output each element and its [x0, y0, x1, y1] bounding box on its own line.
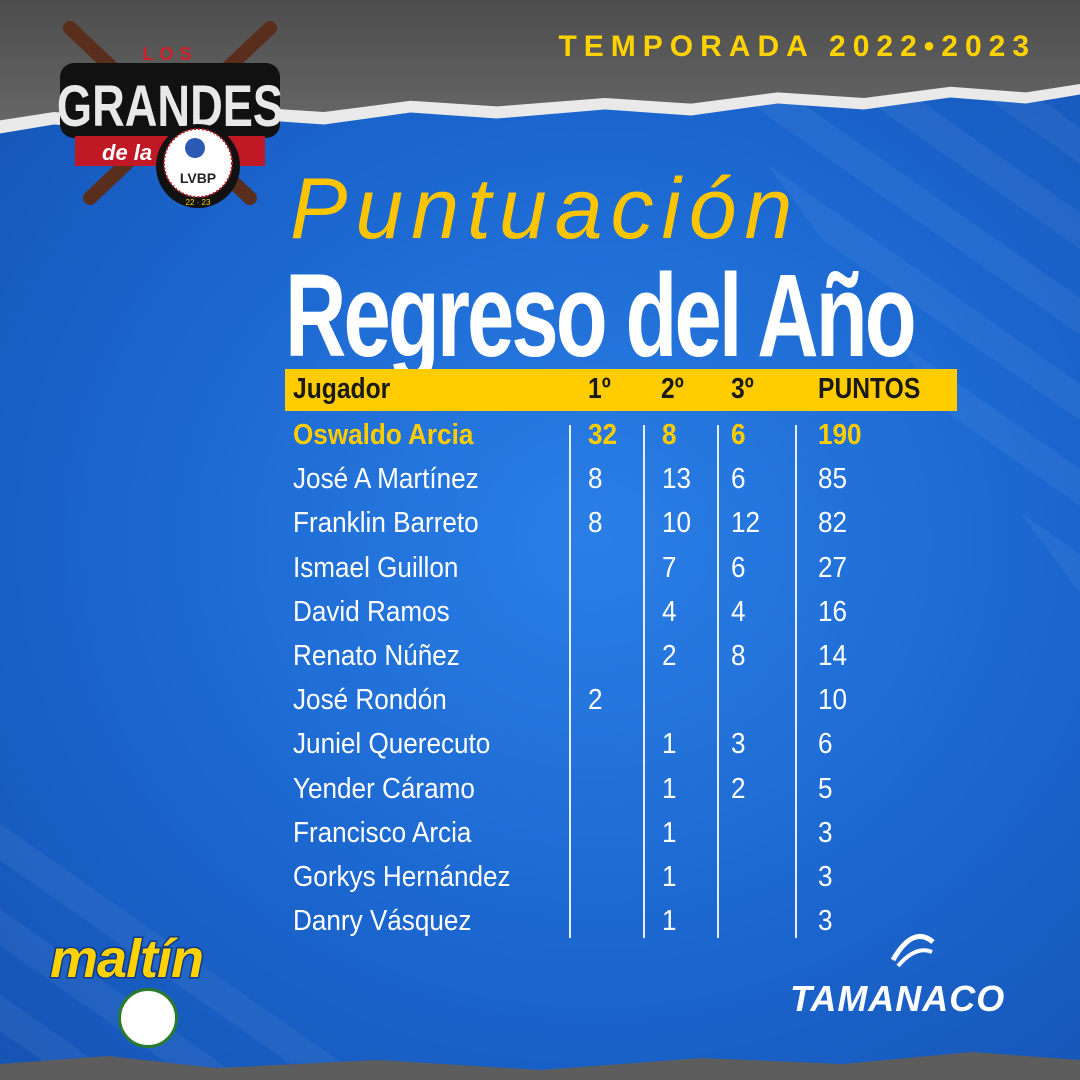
player-name: David Ramos	[293, 595, 450, 628]
second-place-votes: 7	[662, 551, 677, 584]
second-place-votes: 8	[662, 419, 677, 451]
player-name: Oswaldo Arcia	[293, 419, 474, 451]
tamanaco-swoosh-icon	[890, 934, 935, 968]
column-divider	[643, 425, 645, 938]
player-name: Francisco Arcia	[293, 816, 472, 849]
total-points: 3	[818, 816, 833, 849]
second-place-votes: 1	[662, 772, 677, 805]
table-row: Ismael Guillon 7 6 27	[0, 552, 1080, 596]
table-row: Juniel Querecuto 1 3 6	[0, 728, 1080, 772]
player-name: Danry Vásquez	[293, 905, 472, 938]
first-place-votes: 8	[588, 507, 603, 540]
table-row: Francisco Arcia 1 3	[0, 817, 1080, 861]
first-place-votes: 2	[588, 684, 603, 717]
third-place-votes: 8	[731, 640, 746, 672]
table-header: Jugador 1º 2º 3º PUNTOS	[285, 369, 957, 411]
player-name: Franklin Barreto	[293, 507, 479, 540]
player-name: Yender Cáramo	[293, 772, 475, 805]
table-row: David Ramos 4 4 16	[0, 596, 1080, 640]
third-place-votes: 3	[731, 728, 746, 761]
total-points: 6	[818, 728, 833, 761]
player-name: Juniel Querecuto	[293, 728, 491, 761]
logo-text-los: LOS	[142, 44, 197, 64]
total-points: 14	[818, 640, 848, 672]
maltin-logo: maltín	[48, 928, 205, 991]
column-header-points: PUNTOS	[818, 373, 921, 405]
second-place-votes: 1	[662, 728, 677, 761]
total-points: 190	[818, 419, 862, 451]
total-points: 3	[818, 861, 833, 893]
table-row: José Rondón 2 10	[0, 684, 1080, 728]
table-row: Franklin Barreto 8 10 12 82	[0, 507, 1080, 551]
total-points: 85	[818, 463, 848, 496]
second-place-votes: 1	[662, 861, 677, 893]
total-points: 82	[818, 507, 848, 540]
third-place-votes: 6	[731, 463, 746, 496]
logo-text-lvbp: LVBP	[180, 170, 216, 186]
player-name: José A Martínez	[293, 463, 479, 496]
svg-text:22 · 23: 22 · 23	[186, 198, 211, 207]
column-header-first: 1º	[588, 373, 611, 405]
season-label: TEMPORADA 2022•2023	[558, 30, 1036, 63]
column-divider	[569, 425, 571, 938]
total-points: 3	[818, 905, 833, 938]
logo-text-grandes: GRANDES	[57, 75, 283, 140]
player-name: Ismael Guillon	[293, 551, 459, 584]
second-place-votes: 4	[662, 595, 677, 628]
second-place-votes: 10	[662, 507, 692, 540]
third-place-votes: 6	[731, 551, 746, 584]
table-row: José A Martínez 8 13 6 85	[0, 463, 1080, 507]
polar-logo	[118, 988, 178, 1048]
column-header-third: 3º	[731, 373, 754, 405]
tamanaco-logo: TAMANACO	[790, 978, 1006, 1019]
title-award: Regreso del Año	[285, 250, 917, 382]
logo-text-dela: de la	[102, 140, 152, 165]
player-name: José Rondón	[293, 684, 447, 717]
table-row: Gorkys Hernández 1 3	[0, 861, 1080, 905]
total-points: 27	[818, 551, 848, 584]
column-header-player: Jugador	[293, 373, 391, 405]
column-divider	[795, 425, 797, 938]
third-place-votes: 4	[731, 595, 746, 628]
total-points: 5	[818, 772, 833, 805]
column-header-second: 2º	[661, 373, 684, 405]
table-row: Renato Núñez 2 8 14	[0, 640, 1080, 684]
second-place-votes: 1	[662, 816, 677, 849]
second-place-votes: 2	[662, 640, 677, 672]
third-place-votes: 12	[731, 507, 761, 540]
table-row: Danry Vásquez 1 3	[0, 905, 1080, 949]
second-place-votes: 1	[662, 905, 677, 938]
column-divider	[717, 425, 719, 938]
third-place-votes: 2	[731, 772, 746, 805]
third-place-votes: 6	[731, 419, 746, 451]
total-points: 16	[818, 595, 848, 628]
los-grandes-lvbp-logo: LOS GRANDES de la LVBP 22 · 23	[57, 21, 283, 208]
second-place-votes: 13	[662, 463, 692, 496]
total-points: 10	[818, 684, 848, 717]
first-place-votes: 32	[588, 419, 618, 451]
table-row: Yender Cáramo 1 2 5	[0, 773, 1080, 817]
table-row: Oswaldo Arcia 32 8 6 190	[0, 419, 1080, 463]
title-puntuacion: Puntuación	[290, 161, 801, 257]
first-place-votes: 8	[588, 463, 603, 496]
player-name: Gorkys Hernández	[293, 861, 511, 893]
player-name: Renato Núñez	[293, 640, 460, 672]
